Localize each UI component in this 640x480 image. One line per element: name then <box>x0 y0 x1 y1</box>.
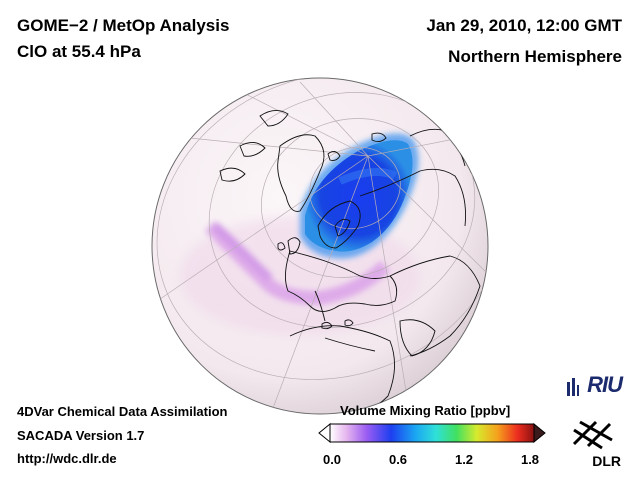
dlr-logo-text: DLR <box>592 453 621 469</box>
analysis-title: GOME−2 / MetOp Analysis <box>17 16 230 35</box>
species-label: ClO at 55.4 hPa <box>17 42 141 61</box>
vortex-core <box>305 140 413 252</box>
dlr-logo-icon <box>572 420 613 450</box>
region-label: Northern Hemisphere <box>448 47 622 66</box>
colorbar-tick: 0.6 <box>388 452 408 467</box>
datetime-label: Jan 29, 2010, 12:00 GMT <box>426 16 622 35</box>
moderate-activation-arc <box>205 221 390 306</box>
colorbar-ramp <box>329 423 535 443</box>
colorbar-min-arrow <box>318 422 331 444</box>
colorbar-tick: 0.0 <box>322 452 342 467</box>
version-label: SACADA Version 1.7 <box>17 428 145 443</box>
colorbar-max-arrow <box>533 422 546 444</box>
method-label: 4DVar Chemical Data Assimilation <box>17 404 228 419</box>
colorbar-tick: 1.2 <box>454 452 474 467</box>
riu-mark-icon <box>567 378 579 396</box>
globe-map <box>151 77 489 415</box>
colorbar-tick: 1.8 <box>520 452 540 467</box>
url-label: http://wdc.dlr.de <box>17 451 117 466</box>
colorbar-title: Volume Mixing Ratio [ppbv] <box>340 403 511 418</box>
riu-logo: RIU <box>587 372 623 397</box>
graticule <box>152 78 488 414</box>
colorbar <box>318 422 546 444</box>
